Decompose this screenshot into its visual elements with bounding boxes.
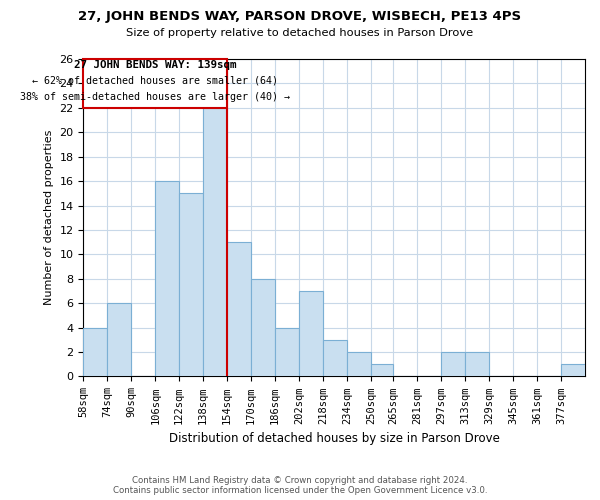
- Bar: [107, 303, 131, 376]
- Y-axis label: Number of detached properties: Number of detached properties: [44, 130, 54, 306]
- Bar: [83, 328, 107, 376]
- Text: Contains HM Land Registry data © Crown copyright and database right 2024.
Contai: Contains HM Land Registry data © Crown c…: [113, 476, 487, 495]
- Bar: [227, 242, 251, 376]
- Bar: [347, 352, 371, 376]
- Bar: [203, 108, 227, 376]
- Text: 27, JOHN BENDS WAY, PARSON DROVE, WISBECH, PE13 4PS: 27, JOHN BENDS WAY, PARSON DROVE, WISBEC…: [79, 10, 521, 23]
- FancyBboxPatch shape: [83, 59, 227, 108]
- X-axis label: Distribution of detached houses by size in Parson Drove: Distribution of detached houses by size …: [169, 432, 500, 445]
- Bar: [441, 352, 465, 376]
- Bar: [155, 181, 179, 376]
- Bar: [465, 352, 489, 376]
- Bar: [561, 364, 585, 376]
- Bar: [323, 340, 347, 376]
- Bar: [251, 279, 275, 376]
- Text: 27 JOHN BENDS WAY: 139sqm: 27 JOHN BENDS WAY: 139sqm: [74, 60, 236, 70]
- Bar: [275, 328, 299, 376]
- Bar: [299, 291, 323, 376]
- Text: Size of property relative to detached houses in Parson Drove: Size of property relative to detached ho…: [127, 28, 473, 38]
- Text: ← 62% of detached houses are smaller (64): ← 62% of detached houses are smaller (64…: [32, 76, 278, 86]
- Bar: [179, 194, 203, 376]
- Text: 38% of semi-detached houses are larger (40) →: 38% of semi-detached houses are larger (…: [20, 92, 290, 102]
- Bar: [371, 364, 394, 376]
